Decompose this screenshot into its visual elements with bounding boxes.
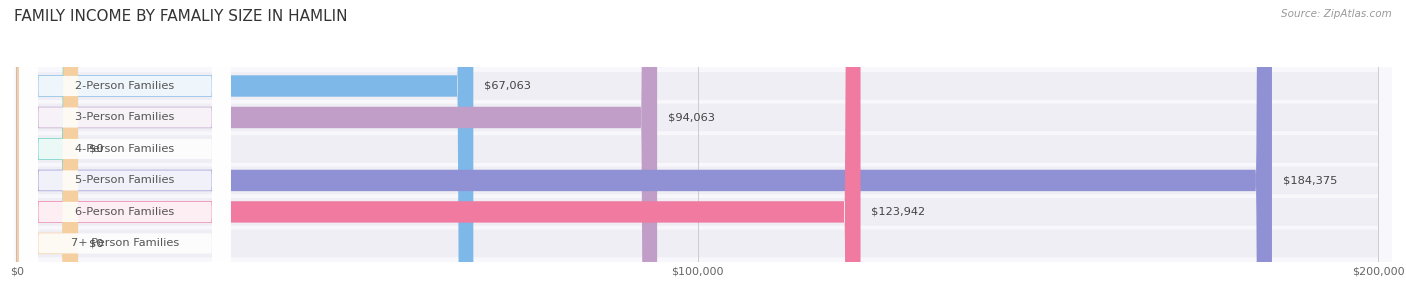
- FancyBboxPatch shape: [17, 104, 1378, 131]
- FancyBboxPatch shape: [17, 135, 1378, 163]
- Text: Source: ZipAtlas.com: Source: ZipAtlas.com: [1281, 9, 1392, 19]
- Text: 5-Person Families: 5-Person Families: [76, 175, 174, 185]
- Text: 7+ Person Families: 7+ Person Families: [70, 239, 179, 248]
- FancyBboxPatch shape: [17, 0, 860, 305]
- Text: $67,063: $67,063: [484, 81, 531, 91]
- Text: $0: $0: [89, 144, 104, 154]
- Text: FAMILY INCOME BY FAMALIY SIZE IN HAMLIN: FAMILY INCOME BY FAMALIY SIZE IN HAMLIN: [14, 9, 347, 24]
- Text: $94,063: $94,063: [668, 113, 716, 123]
- FancyBboxPatch shape: [20, 0, 231, 305]
- FancyBboxPatch shape: [17, 230, 1378, 257]
- Text: 6-Person Families: 6-Person Families: [76, 207, 174, 217]
- FancyBboxPatch shape: [17, 0, 657, 305]
- Text: 2-Person Families: 2-Person Families: [76, 81, 174, 91]
- FancyBboxPatch shape: [17, 0, 474, 305]
- FancyBboxPatch shape: [20, 0, 231, 305]
- Text: 3-Person Families: 3-Person Families: [76, 113, 174, 123]
- FancyBboxPatch shape: [20, 0, 231, 305]
- Text: 4-Person Families: 4-Person Families: [76, 144, 174, 154]
- FancyBboxPatch shape: [20, 0, 231, 305]
- Text: $0: $0: [89, 239, 104, 248]
- FancyBboxPatch shape: [17, 0, 79, 305]
- FancyBboxPatch shape: [17, 198, 1378, 226]
- FancyBboxPatch shape: [17, 167, 1378, 194]
- Text: $184,375: $184,375: [1282, 175, 1337, 185]
- FancyBboxPatch shape: [20, 0, 231, 305]
- Text: $123,942: $123,942: [872, 207, 925, 217]
- FancyBboxPatch shape: [20, 0, 231, 305]
- FancyBboxPatch shape: [17, 0, 79, 305]
- FancyBboxPatch shape: [17, 0, 1272, 305]
- FancyBboxPatch shape: [17, 72, 1378, 100]
